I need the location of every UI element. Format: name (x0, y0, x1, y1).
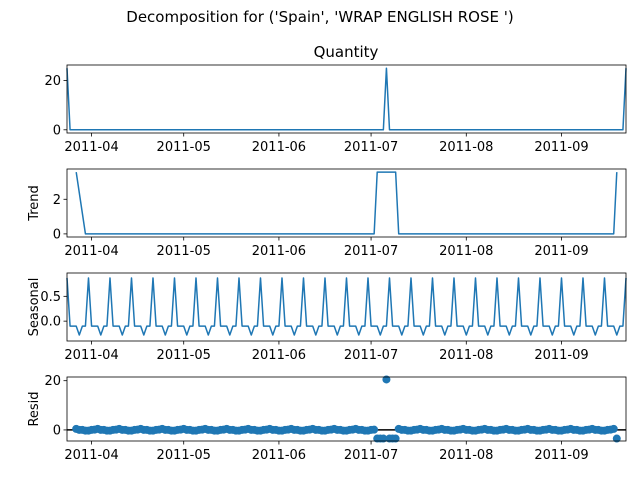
resid-point (370, 425, 379, 434)
resid-xtick-label: 2011-07 (344, 448, 398, 463)
trend-xtick-label: 2011-09 (534, 244, 588, 259)
trend-ytick-label: 0 (53, 227, 61, 242)
seasonal-ytick-label: 0.0 (40, 315, 61, 330)
figure-title: Decomposition for ('Spain', 'WRAP ENGLIS… (126, 8, 513, 26)
seasonal-xtick-label: 2011-09 (534, 348, 588, 363)
trend-ylabel: Trend (27, 185, 42, 222)
observed-ytick-label: 20 (44, 74, 61, 89)
observed-xtick-label: 2011-09 (534, 140, 588, 155)
trend-xtick-label: 2011-06 (252, 244, 306, 259)
observed-panel: 0 20 2011-04 2011-05 2011-06 2011-07 2011-08 20… (44, 64, 627, 155)
seasonal-panel: 0.0 0.5 2011-04 2011-05 2011-06 2011-07 2011-0… (27, 272, 627, 363)
trend-xtick-label: 2011-04 (64, 244, 118, 259)
observed-series-line (66, 67, 627, 131)
observed-xtick-label: 2011-06 (252, 140, 306, 155)
observed-ytick-label: 0 (53, 123, 61, 138)
resid-axes-frame (66, 376, 627, 442)
resid-xtick-label: 2011-05 (157, 448, 211, 463)
trend-ytick-label: 2 (53, 193, 61, 208)
resid-ylabel: Resid (27, 391, 42, 426)
resid-xtick-label: 2011-06 (252, 448, 306, 463)
seasonal-xtick-label: 2011-07 (344, 348, 398, 363)
seasonal-ylabel: Seasonal (27, 278, 42, 337)
resid-ytick-label: 20 (44, 374, 61, 389)
resid-point (379, 434, 388, 443)
resid-point (609, 424, 618, 433)
seasonal-xtick-label: 2011-04 (64, 348, 118, 363)
observed-xtick-label: 2011-08 (439, 140, 493, 155)
trend-xtick-label: 2011-07 (344, 244, 398, 259)
trend-xtick-label: 2011-05 (157, 244, 211, 259)
resid-point (612, 434, 621, 443)
seasonal-xtick-label: 2011-06 (252, 348, 306, 363)
resid-panel: 0 20 2011-04 2011-05 2011-06 2011-07 2011-08 20… (27, 374, 627, 463)
seasonal-ytick-label: 0.5 (40, 290, 61, 305)
resid-point (382, 375, 391, 384)
observed-xtick-label: 2011-05 (157, 140, 211, 155)
trend-panel: 0 2 2011-04 2011-05 2011-06 2011-07 2011-08 201… (27, 168, 627, 259)
seasonal-series-line (66, 277, 627, 336)
seasonal-xtick-label: 2011-05 (157, 348, 211, 363)
observed-axes-frame (66, 64, 627, 134)
observed-xtick-label: 2011-07 (344, 140, 398, 155)
trend-series-line (75, 171, 618, 235)
trend-xtick-label: 2011-08 (439, 244, 493, 259)
resid-xtick-label: 2011-09 (534, 448, 588, 463)
resid-xtick-label: 2011-04 (64, 448, 118, 463)
resid-point (391, 434, 400, 443)
observed-xtick-label: 2011-04 (64, 140, 118, 155)
trend-axes-frame (66, 168, 627, 238)
resid-xtick-label: 2011-08 (439, 448, 493, 463)
resid-ytick-label: 0 (53, 423, 61, 438)
seasonal-axes-frame (66, 272, 627, 342)
seasonal-xtick-label: 2011-08 (439, 348, 493, 363)
observed-panel-title: Quantity (314, 43, 379, 61)
